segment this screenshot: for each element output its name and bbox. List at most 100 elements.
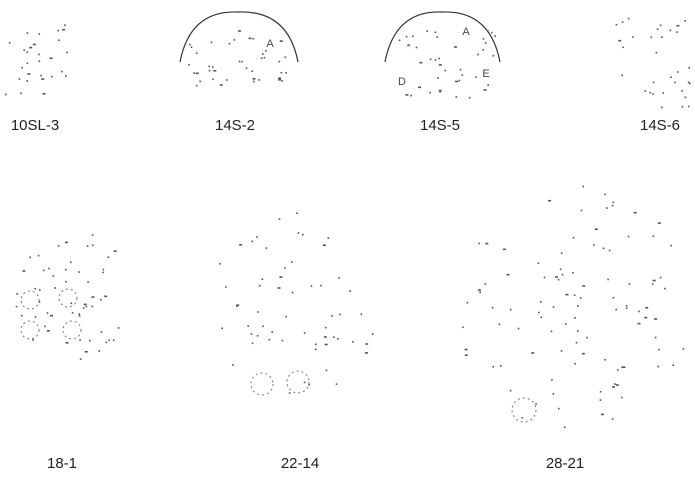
contact-dot — [560, 350, 563, 352]
contact-dot — [574, 363, 576, 365]
contact-dot — [48, 267, 50, 270]
contact-dot — [627, 17, 630, 20]
contact-dot — [364, 352, 368, 354]
contact-dot — [212, 78, 214, 81]
contact-dot — [324, 326, 327, 329]
contact-dot — [65, 280, 67, 283]
contact-dot — [664, 287, 666, 290]
contact-dot — [105, 341, 108, 344]
contact-dot — [687, 81, 690, 84]
contact-dot — [565, 323, 567, 325]
contact-ring — [511, 397, 537, 423]
contact-dot — [78, 271, 80, 273]
contact-dot — [102, 271, 104, 274]
contact-dot — [662, 92, 664, 94]
contact-dot — [23, 49, 25, 51]
contact-dot — [237, 30, 241, 32]
contact-dot — [655, 51, 658, 54]
contact-dot — [434, 59, 437, 61]
contact-dot — [540, 301, 542, 303]
shell-outline — [179, 11, 299, 63]
contact-dot — [656, 28, 659, 30]
contact-dot — [625, 307, 628, 309]
contact-dot — [296, 212, 298, 214]
contact-dot — [564, 426, 566, 429]
contact-dot — [482, 38, 485, 40]
contact-dot — [618, 39, 622, 42]
contact-dot — [108, 339, 110, 341]
contact-dot — [65, 342, 69, 344]
contact-dot — [251, 342, 254, 345]
contact-dot — [371, 333, 374, 335]
contact-dot — [670, 244, 672, 247]
contact-dot — [455, 96, 458, 98]
contact-dot — [500, 365, 502, 367]
contact-dot — [611, 204, 614, 207]
contact-dot — [42, 269, 45, 272]
contact-dot — [652, 283, 654, 285]
contact-dot — [284, 267, 286, 269]
contact-dot — [65, 268, 67, 271]
contact-dot — [303, 381, 306, 384]
contact-dot — [577, 305, 579, 307]
contact-dot — [672, 364, 674, 366]
contact-dot — [38, 53, 40, 56]
contact-dot — [100, 298, 102, 301]
contact-dot — [572, 272, 574, 274]
contact-dot — [558, 407, 560, 410]
contact-dot — [54, 287, 56, 289]
contact-dot — [42, 93, 46, 95]
contact-dot — [195, 52, 198, 54]
contact-dot — [225, 286, 227, 288]
contact-dot — [616, 369, 619, 371]
contact-dot — [615, 23, 618, 26]
contact-dot — [509, 389, 512, 392]
contact-dot — [485, 242, 489, 245]
contact-dot — [98, 350, 100, 352]
contact-dot — [560, 252, 563, 255]
contact-dot — [621, 21, 624, 23]
contact-dot — [621, 396, 623, 399]
diagram-label: 22-14 — [281, 455, 319, 472]
contact-dot — [461, 74, 464, 76]
contact-dot — [79, 358, 82, 360]
contact-dot — [70, 261, 72, 264]
diagram-label: 14S-5 — [420, 117, 460, 134]
contact-dot — [487, 84, 489, 86]
contact-dot — [238, 60, 241, 63]
contact-dot — [278, 60, 281, 63]
contact-dot — [652, 93, 654, 95]
contact-dot — [38, 33, 41, 35]
contact-dot — [64, 241, 68, 244]
contact-dot — [434, 31, 437, 34]
contact-dot — [559, 268, 562, 271]
contact-dot — [308, 383, 310, 386]
contact-dot — [579, 297, 582, 299]
contact-dot — [412, 35, 414, 38]
pin-letter: D — [398, 76, 406, 88]
contact-dot — [83, 303, 87, 306]
contact-dot — [659, 24, 662, 27]
pin-letter: A — [462, 26, 470, 38]
contact-dot — [85, 305, 88, 308]
contact-dot — [32, 43, 36, 46]
contact-dot — [46, 312, 49, 314]
contact-dot — [575, 341, 578, 344]
contact-dot — [509, 308, 512, 311]
diagram-label: 10SL-3 — [11, 117, 59, 134]
diagram-label: 18-1 — [47, 455, 77, 472]
contact-dot — [107, 256, 110, 258]
contact-dot — [251, 70, 253, 72]
contact-dot — [659, 276, 662, 279]
contact-dot — [669, 29, 672, 32]
contact-dot — [241, 60, 243, 63]
contact-dot — [117, 327, 120, 329]
contact-dot — [252, 78, 256, 80]
contact-dot — [338, 277, 340, 279]
contact-dot — [61, 70, 63, 73]
contact-dot — [79, 339, 81, 341]
contact-dot — [22, 270, 26, 272]
contact-dot — [248, 37, 252, 40]
contact-dot — [193, 72, 195, 74]
